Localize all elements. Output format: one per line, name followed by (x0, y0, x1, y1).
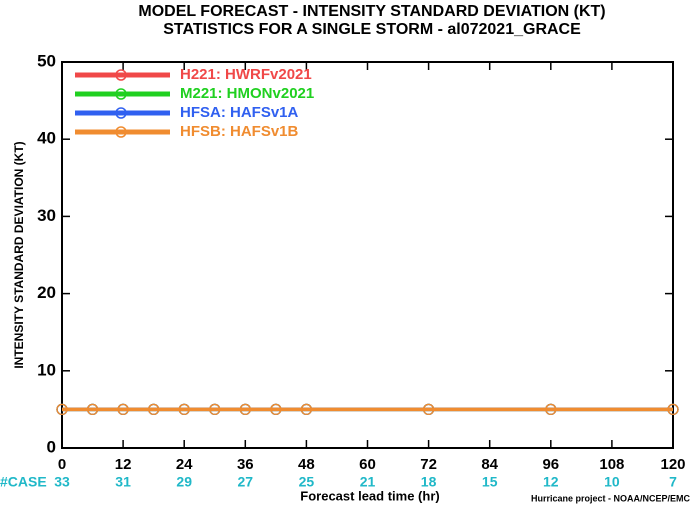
x-tick-label: 96 (542, 456, 559, 473)
data-point (422, 403, 435, 416)
data-point (86, 403, 99, 416)
data-point (300, 403, 313, 416)
case-count: 31 (115, 474, 131, 490)
legend-label: M221: HMONv2021 (180, 85, 314, 102)
y-tick-label: 30 (37, 206, 56, 225)
data-point (239, 403, 251, 416)
legend-label: HFSA: HAFSv1A (180, 104, 299, 121)
footer: Hurricane project - NOAA/NCEP/EMC (531, 493, 691, 503)
legend-marker (115, 107, 127, 119)
plot-frame (61, 61, 674, 449)
case-count: 33 (54, 474, 70, 490)
legend-marker (115, 88, 127, 100)
chart-title: MODEL FORECAST - INTENSITY STANDARD DEVI… (138, 3, 605, 20)
data-point (545, 403, 557, 416)
data-point (178, 403, 190, 416)
y-tick-label: 10 (37, 360, 56, 379)
data-point (667, 403, 679, 416)
case-count: 27 (238, 474, 254, 490)
x-tick-label: 48 (298, 456, 315, 473)
x-axis-label: Forecast lead time (hr) (300, 488, 439, 503)
y-tick-label: 50 (37, 51, 56, 70)
case-count: 15 (482, 474, 498, 490)
x-tick-label: 36 (237, 456, 254, 473)
case-count: 21 (360, 474, 376, 490)
legend-marker (115, 69, 127, 81)
case-count: 18 (421, 474, 437, 490)
y-tick-label: 40 (37, 129, 56, 148)
x-tick-label: 12 (115, 456, 132, 473)
x-tick-label: 0 (58, 456, 66, 473)
data-point (56, 403, 68, 416)
x-tick-label: 72 (420, 456, 437, 473)
y-tick-label: 0 (47, 437, 56, 456)
x-tick-label: 24 (176, 456, 193, 473)
case-count: 10 (604, 474, 620, 490)
x-tick-label: 84 (481, 456, 498, 473)
case-count: 25 (299, 474, 315, 490)
y-tick-label: 20 (37, 283, 56, 302)
case-count: 29 (176, 474, 192, 490)
data-point (117, 403, 129, 416)
x-tick-label: 60 (359, 456, 376, 473)
case-count: 12 (543, 474, 559, 490)
legend-label: HFSB: HAFSv1B (180, 123, 299, 140)
case-count: 7 (669, 474, 677, 490)
chart-subtitle: STATISTICS FOR A SINGLE STORM - al072021… (163, 21, 581, 38)
legend-marker (115, 126, 127, 138)
data-point (209, 403, 221, 416)
data-point (270, 403, 282, 416)
y-axis-label: INTENSITY STANDARD DEVIATION (KT) (12, 141, 26, 368)
data-point (147, 403, 160, 416)
legend-label: H221: HWRFv2021 (180, 66, 312, 83)
x-tick-label: 120 (660, 456, 685, 473)
case-label: #CASE (0, 474, 47, 490)
x-tick-label: 108 (599, 456, 624, 473)
